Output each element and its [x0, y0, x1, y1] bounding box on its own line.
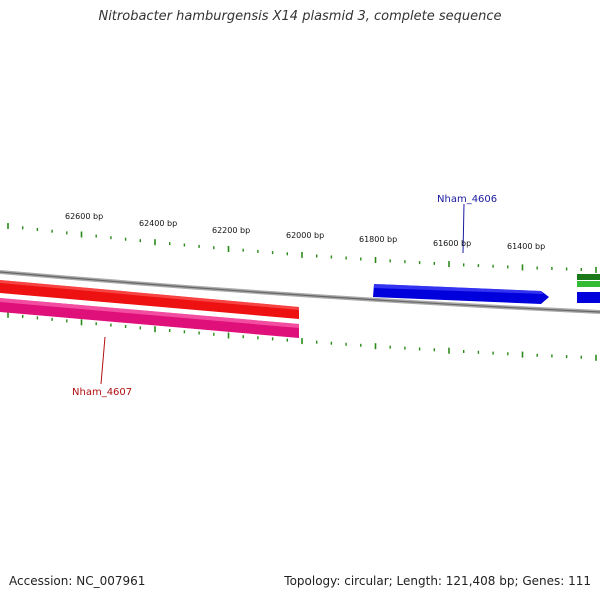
accession-text: Accession: NC_007961 [9, 574, 146, 588]
gene-label-nham-4607[interactable]: Nham_4607 [72, 387, 132, 398]
sequence-backbone-edge [0, 271, 600, 313]
gene-label-nham-4606[interactable]: Nham_4606 [437, 194, 497, 205]
ruler-label-62400: 62400 bp [139, 219, 177, 228]
gene-arrow-green-dark[interactable] [577, 274, 600, 280]
gene-arrow-nham-4607-highlight [0, 298, 299, 328]
summary-text: Topology: circular; Length: 121,408 bp; … [284, 574, 591, 588]
ruler-label-61800: 61800 bp [359, 235, 397, 244]
gene-arrow-blue-edge[interactable] [577, 292, 600, 303]
ruler-label-62000: 62000 bp [286, 231, 324, 240]
gene-arrow-red-highlight [0, 280, 299, 310]
gene-arrow-green-light[interactable] [577, 281, 600, 287]
ruler-label-62200: 62200 bp [212, 226, 250, 235]
outer-tick-ring [7, 223, 597, 273]
label-leader-nham-4607 [100, 336, 106, 385]
inner-tick-ring [7, 311, 597, 361]
ruler-label-62600: 62600 bp [65, 212, 103, 221]
gene-arrow-nham-4606-highlight [374, 284, 543, 294]
map-title: Nitrobacter hamburgensis X14 plasmid 3, … [98, 9, 502, 24]
label-leader-nham-4606 [462, 203, 465, 254]
ruler-label-61600: 61600 bp [433, 239, 471, 248]
ruler-label-61400: 61400 bp [507, 242, 545, 251]
